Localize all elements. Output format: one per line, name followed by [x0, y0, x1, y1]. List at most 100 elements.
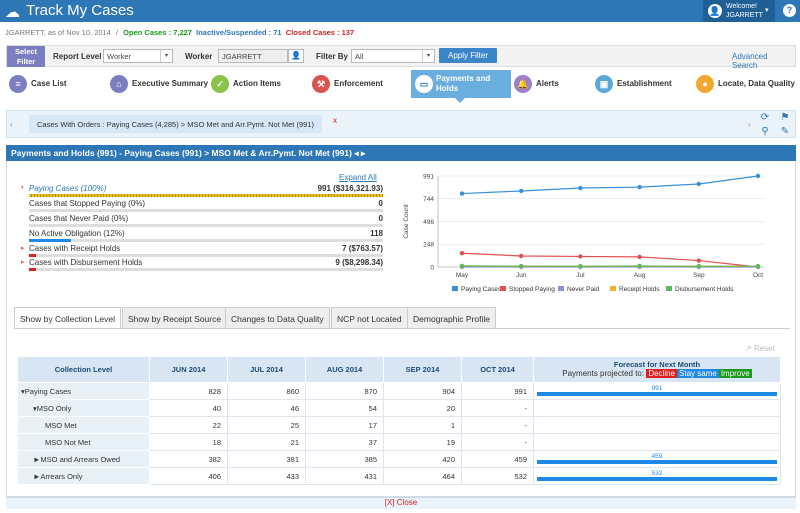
metric-name: Cases with Receipt Holds: [29, 244, 121, 253]
metric-row[interactable]: ▸ Cases with Disbursement Holds 9 ($8,298.…: [21, 258, 383, 271]
collection-level-cell[interactable]: ▾Paying Cases: [17, 382, 150, 400]
advanced-search-link[interactable]: Advanced Search: [732, 52, 768, 70]
report-level-select[interactable]: Worker ▾: [103, 49, 173, 63]
col-header[interactable]: JUL 2014: [227, 356, 306, 383]
metric-bar-fill: [29, 268, 37, 271]
gavel-icon: ⚒: [312, 75, 330, 93]
eraser-icon[interactable]: ✎: [780, 126, 790, 137]
table-header-row: Collection Level JUN 2014 JUL 2014 AUG 2…: [17, 356, 781, 383]
data-point: [459, 263, 465, 269]
worker-field[interactable]: JGARRETT: [218, 49, 288, 63]
metric-row[interactable]: ◐ Paying Cases (100%) 991 ($316,321.93): [21, 184, 383, 197]
col-header[interactable]: OCT 2014: [461, 356, 534, 383]
table-row[interactable]: ►MSO and Arrears Owed 382 381 385 420 459 459: [17, 450, 781, 468]
metric-row[interactable]: No Active Obligation (12%) 118: [21, 229, 383, 242]
nav-enforcement[interactable]: ⚒ Enforcement: [312, 70, 402, 98]
chevron-right-icon[interactable]: ›: [748, 120, 751, 129]
x-tick-label: Jul: [576, 272, 585, 279]
search-icon[interactable]: ⚲: [761, 126, 769, 137]
col-header[interactable]: AUG 2014: [305, 356, 384, 383]
table-row[interactable]: ►Arrears Only 406 433 431 464 532 532: [17, 467, 781, 485]
trend-chart: 0 248 496 744 991 Case Count May Jun Jul Aug Sep Oc…: [396, 168, 792, 300]
expand-all-link[interactable]: Expand All: [339, 173, 377, 182]
briefcase-icon: ▣: [595, 75, 613, 93]
metric-row[interactable]: Cases that Never Paid (0%) 0: [21, 214, 383, 227]
table-row[interactable]: MSO Met 22 25 17 1-: [17, 416, 781, 434]
chevron-down-icon: ▾: [422, 50, 434, 62]
pie-icon[interactable]: ◐: [21, 184, 26, 191]
help-icon[interactable]: ?: [783, 4, 796, 17]
tab-data-quality[interactable]: Changes to Data Quality: [225, 307, 330, 329]
payments-panel: [6, 161, 796, 497]
select-filter-button[interactable]: Select Filter: [7, 46, 45, 67]
reset-icon: ↗: [745, 344, 752, 353]
collection-level-cell[interactable]: ▾MSO Only: [17, 399, 150, 417]
nav-alerts[interactable]: 🔔 Alerts: [514, 70, 594, 98]
refresh-icon[interactable]: ⟳: [760, 112, 770, 123]
y-tick-label: 0: [430, 265, 434, 272]
x-tick-label: Oct: [753, 272, 763, 279]
app-title: Track My Cases: [26, 2, 134, 19]
filter-by-select[interactable]: All ▾: [351, 49, 435, 63]
bookmark-icon[interactable]: ⚑: [780, 112, 790, 123]
x-tick-label: Aug: [634, 272, 646, 279]
chevron-left-icon[interactable]: ‹: [10, 120, 13, 129]
col-header[interactable]: SEP 2014: [383, 356, 462, 383]
value-cell: 1: [383, 416, 462, 434]
user-lookup-icon[interactable]: 👤: [288, 49, 304, 63]
collection-level-cell[interactable]: ►Arrears Only: [17, 467, 150, 485]
filter-bar: Select Filter Report Level Worker ▾ Worke…: [6, 45, 796, 70]
metric-bar: [29, 268, 383, 271]
nav-executive-summary[interactable]: ⌂ Executive Summary: [110, 70, 208, 98]
forecast-value: 991: [651, 385, 663, 392]
metric-bar-fill: [29, 239, 72, 242]
nav-locate-data-quality[interactable]: ● Locate, Data Quality: [696, 70, 798, 98]
x-tick-label: Jun: [516, 272, 527, 279]
metric-bar: [29, 239, 383, 242]
nav-establishment[interactable]: ▣ Establishment: [595, 70, 691, 98]
open-cases-count[interactable]: Open Cases : 7,227: [123, 28, 192, 37]
breadcrumb-chip[interactable]: Cases With Orders : Paying Cases (4,285)…: [29, 115, 322, 133]
expand-icon[interactable]: ▸: [21, 259, 25, 266]
value-cell: 37: [305, 433, 384, 451]
expand-icon[interactable]: ▸: [21, 245, 25, 252]
value-cell: 904: [383, 382, 462, 400]
collection-level-cell[interactable]: MSO Not Met: [17, 433, 150, 451]
metric-bar-fill: [29, 254, 37, 257]
close-panel-button[interactable]: [X] Close: [6, 497, 796, 509]
value-cell: 20: [383, 399, 462, 417]
nav-payments-and-holds[interactable]: ▭ Payments and Holds: [411, 70, 511, 98]
nav-action-items[interactable]: ✓ Action Items: [211, 70, 301, 98]
metric-row[interactable]: ▸ Cases with Receipt Holds 7 ($763.57): [21, 244, 383, 257]
legend-swatch: [558, 286, 564, 291]
col-header[interactable]: JUN 2014: [149, 356, 228, 383]
panel-nav-arrows[interactable]: ◂ ▸: [354, 148, 366, 158]
tab-collection-level[interactable]: Show by Collection Level: [14, 307, 121, 329]
collection-level-cell[interactable]: ►MSO and Arrears Owed: [17, 450, 150, 468]
nav-case-list[interactable]: ≡ Case List: [9, 70, 101, 98]
tab-ncp-not-located[interactable]: NCP not Located: [331, 307, 408, 329]
y-tick-label: 248: [423, 242, 434, 249]
metric-value: 7 ($763.57): [342, 244, 383, 253]
inactive-cases-count[interactable]: Inactive/Suspended : 71: [196, 28, 282, 37]
col-header[interactable]: Collection Level: [17, 356, 150, 383]
data-point: [578, 263, 583, 269]
tab-divider: [14, 328, 790, 329]
value-cell: 46: [227, 399, 306, 417]
tab-demographic-profile[interactable]: Demographic Profile: [407, 307, 497, 329]
metric-row[interactable]: Cases that Stopped Paying (0%) 0: [21, 199, 383, 212]
tab-receipt-source[interactable]: Show by Receipt Source: [122, 307, 228, 329]
metric-value: 991 ($316,321.93): [317, 184, 383, 193]
table-row[interactable]: ▾MSO Only 40 46 54 20-: [17, 399, 781, 417]
value-cell: 459: [461, 450, 534, 468]
forecast-cell: 532: [533, 467, 781, 485]
table-row[interactable]: MSO Not Met 18 21 37 19-: [17, 433, 781, 451]
apply-filter-button[interactable]: Apply Filter: [439, 48, 497, 63]
closed-cases-count[interactable]: Closed Cases : 137: [285, 28, 355, 37]
user-menu[interactable]: 👤 Welcome! JGARRETT ▾: [703, 0, 775, 22]
collection-level-cell[interactable]: MSO Met: [17, 416, 150, 434]
remove-breadcrumb-icon[interactable]: x: [333, 116, 337, 125]
value-cell: 431: [305, 467, 384, 485]
reset-button[interactable]: ↗ Reset: [745, 344, 775, 353]
table-row[interactable]: ▾Paying Cases 828 860 870 904 991 991: [17, 382, 781, 400]
